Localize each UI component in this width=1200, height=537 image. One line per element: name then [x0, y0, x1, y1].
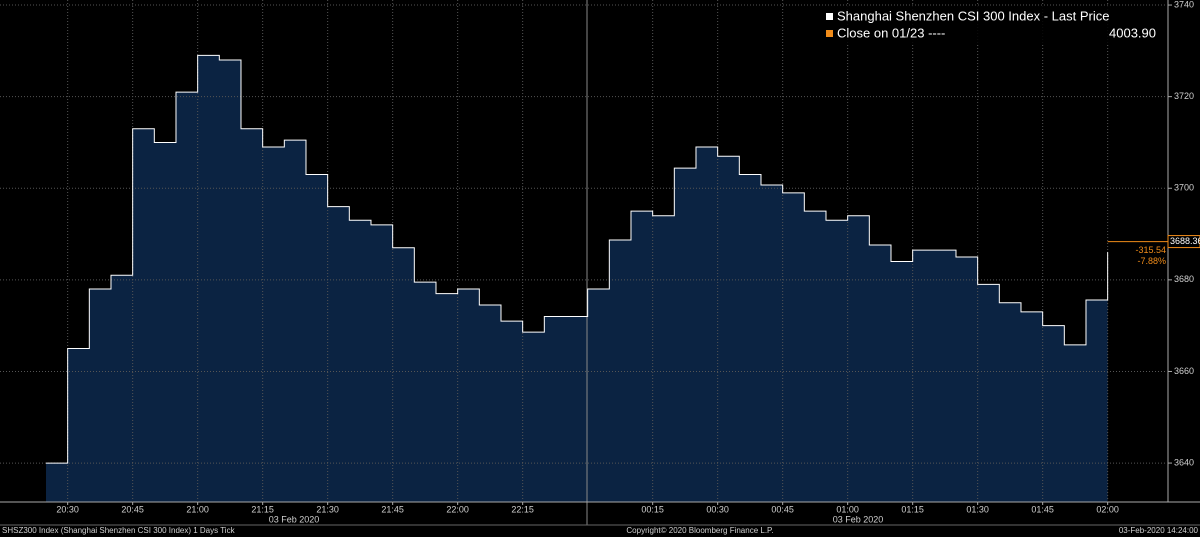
x-tick-label: 22:00: [446, 504, 469, 514]
y-tick-label: 3720: [1174, 91, 1194, 101]
y-tick-label: 3680: [1174, 274, 1194, 284]
x-tick-label: 01:45: [1031, 504, 1054, 514]
y-tick-label: 3640: [1174, 457, 1194, 467]
x-date-label: 03 Feb 2020: [833, 514, 884, 524]
legend-swatch: [826, 30, 833, 37]
x-tick-label: 21:15: [251, 504, 274, 514]
legend-swatch: [826, 13, 833, 20]
x-tick-label: 20:30: [56, 504, 79, 514]
footer-center: Copyright© 2020 Bloomberg Finance L.P.: [626, 526, 773, 535]
x-tick-label: 01:00: [836, 504, 859, 514]
y-tick-label: 3740: [1174, 0, 1194, 9]
x-date-label: 03 Feb 2020: [269, 514, 320, 524]
x-tick-label: 22:15: [511, 504, 534, 514]
legend-label: Close on 01/23 ----: [837, 25, 945, 40]
x-tick-label: 00:15: [641, 504, 664, 514]
change-label: -315.54: [1135, 245, 1166, 255]
x-tick-label: 00:45: [771, 504, 794, 514]
legend-label: Shanghai Shenzhen CSI 300 Index - Last P…: [837, 8, 1109, 23]
price-line: [46, 54, 1109, 464]
last-price-label: 3688.36: [1170, 236, 1200, 246]
y-tick-label: 3700: [1174, 183, 1194, 193]
area: [46, 55, 1108, 502]
x-tick-label: 01:30: [966, 504, 989, 514]
last-price-box: [1167, 235, 1200, 249]
legend-box: [814, 6, 1160, 44]
x-tick-label: 01:15: [901, 504, 924, 514]
x-tick-label: 02:00: [1096, 504, 1119, 514]
y-tick-label: 3660: [1174, 366, 1194, 376]
x-tick-label: 21:00: [186, 504, 209, 514]
legend-value: 4003.90: [1109, 25, 1156, 40]
x-tick-label: 20:45: [121, 504, 144, 514]
change-percent-label: -7.88%: [1137, 256, 1166, 266]
x-tick-label: 00:30: [706, 504, 729, 514]
footer-right: 03-Feb-2020 14:24:00: [1119, 526, 1199, 535]
x-tick-label: 21:45: [381, 504, 404, 514]
x-tick-label: 21:30: [316, 504, 339, 514]
footer-left: SHSZ300 Index (Shanghai Shenzhen CSI 300…: [2, 526, 236, 535]
